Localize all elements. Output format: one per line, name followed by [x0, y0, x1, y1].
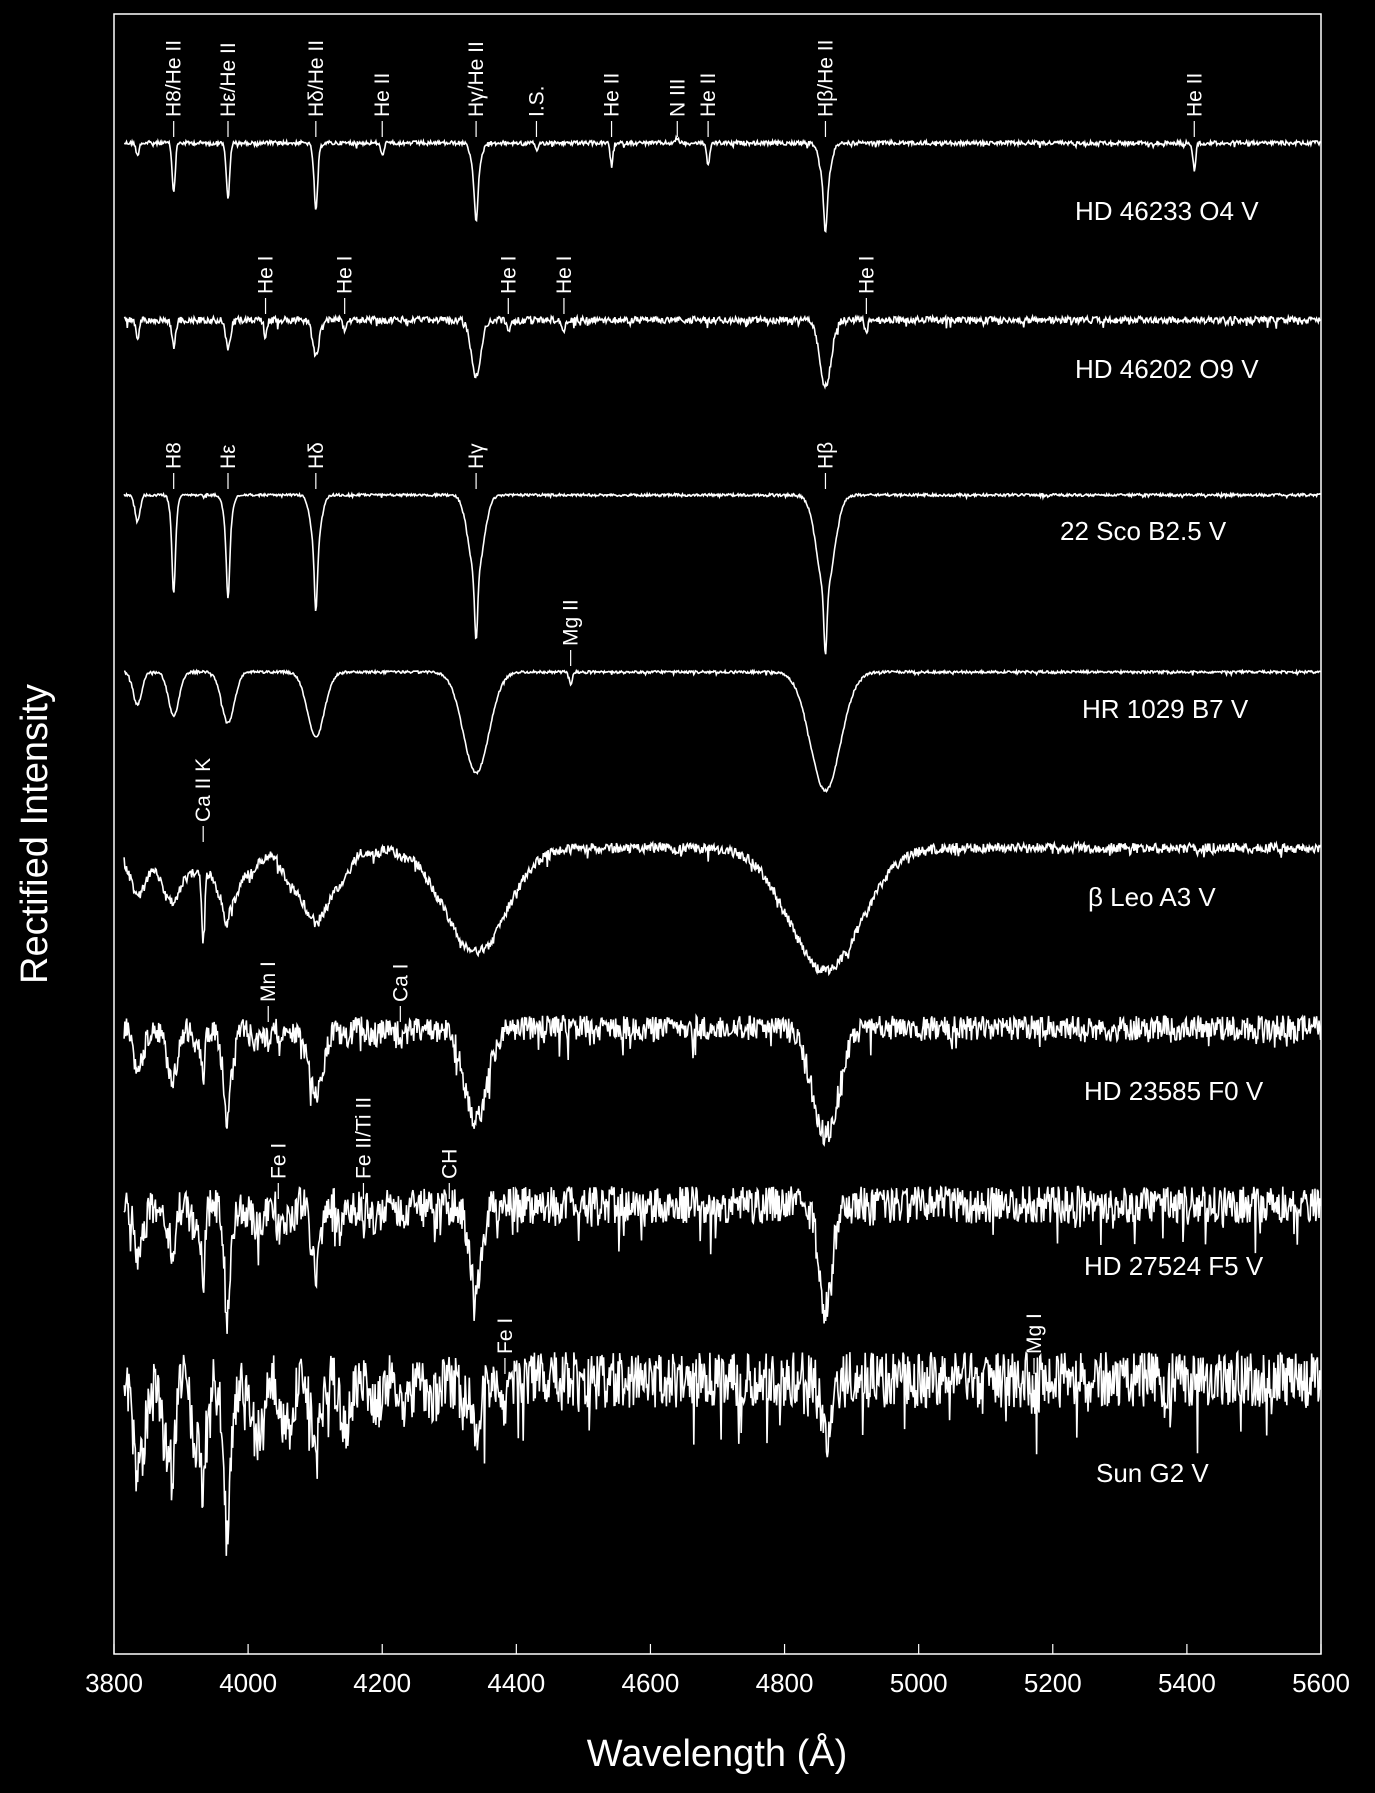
spectrum-label-group: HD 46233 O4 V HD 46202 O9 V 22 Sco B2.5 V H…	[1060, 196, 1264, 1488]
spectrum-label: HD 23585 F0 V	[1084, 1076, 1264, 1106]
x-axis-title: Wavelength (Å)	[587, 1731, 847, 1775]
x-tick-label: 4400	[487, 1668, 545, 1698]
x-tick-label: 3800	[85, 1668, 143, 1698]
x-tick-label: 4600	[622, 1668, 680, 1698]
line-id-label: H8	[163, 442, 186, 469]
line-id-label: He II	[1183, 73, 1206, 117]
line-id-label: Hγ	[465, 443, 488, 469]
x-tick-label: 5000	[890, 1668, 948, 1698]
spectrum-4	[124, 668, 1321, 793]
spectrum-1	[124, 134, 1322, 234]
line-id-label: He II	[371, 73, 394, 117]
line-id-label: Fe I	[267, 1143, 290, 1179]
line-id-label: H8/He II	[163, 40, 186, 117]
x-tick-label: 5200	[1024, 1668, 1082, 1698]
line-id-label: He II	[697, 73, 720, 117]
line-id-label: Hε/He II	[217, 42, 240, 117]
line-id-label: Hδ	[305, 442, 328, 469]
spectrum-label: HR 1029 B7 V	[1082, 694, 1249, 724]
spectrum-7	[123, 1185, 1322, 1334]
line-id-label: Hε	[217, 444, 240, 469]
spectrum-6	[123, 1013, 1322, 1147]
line-id-label: Mg I	[1023, 1313, 1046, 1354]
spectrum-label: HD 46233 O4 V	[1075, 196, 1259, 226]
spectrum-2	[123, 313, 1322, 390]
spectrum-label: HD 27524 F5 V	[1084, 1251, 1264, 1281]
x-tick-label: 4800	[756, 1668, 814, 1698]
spectrum-3	[123, 491, 1322, 655]
line-id-label: Ca I	[389, 963, 412, 1002]
line-id-label: I.S.	[526, 85, 549, 117]
line-id-label: He I	[497, 255, 520, 294]
spectra-group	[123, 134, 1322, 1556]
line-id-label: Fe I	[494, 1318, 517, 1354]
line-id-label: He II	[601, 73, 624, 117]
plot-frame	[113, 13, 1322, 1655]
spectrum-8	[123, 1349, 1322, 1556]
line-id-label: Hδ/He II	[305, 40, 328, 117]
spectrum-label: β Leo A3 V	[1088, 882, 1216, 912]
spectrum-label: 22 Sco B2.5 V	[1060, 516, 1227, 546]
spectrum-5	[123, 840, 1322, 977]
x-tick-label: 4200	[353, 1668, 411, 1698]
line-id-label: Ca II K	[192, 758, 215, 822]
line-id-label: Mn I	[257, 961, 280, 1002]
line-id-label: CH	[438, 1149, 461, 1179]
x-tick-label: 5400	[1158, 1668, 1216, 1698]
spectrum-label: Sun G2 V	[1096, 1458, 1209, 1488]
line-id-label: He I	[553, 255, 576, 294]
line-id-label: Fe II/Ti II	[352, 1097, 375, 1179]
x-tick-label: 5600	[1292, 1668, 1350, 1698]
line-id-label: Hβ	[815, 442, 838, 469]
line-id-label: Mg II	[560, 599, 583, 646]
line-id-label: He I	[855, 255, 878, 294]
line-id-label: He I	[255, 255, 278, 294]
line-id-label: He I	[334, 255, 357, 294]
x-axis: 3800 4000 4200 4400 4600 4800 5000 5200 5400 5600	[85, 1644, 1350, 1698]
line-identification-group: H8/He II Hε/He II Hδ/He II He II Hγ/He II I.S…	[163, 40, 1206, 1374]
spectrum-label: HD 46202 O9 V	[1075, 354, 1259, 384]
line-id-label: N III	[666, 78, 689, 117]
y-axis-title: Rectified Intensity	[14, 684, 56, 984]
line-id-label: Hγ/He II	[465, 41, 488, 117]
x-tick-label: 4000	[219, 1668, 277, 1698]
line-id-label: Hβ/He II	[815, 40, 838, 117]
